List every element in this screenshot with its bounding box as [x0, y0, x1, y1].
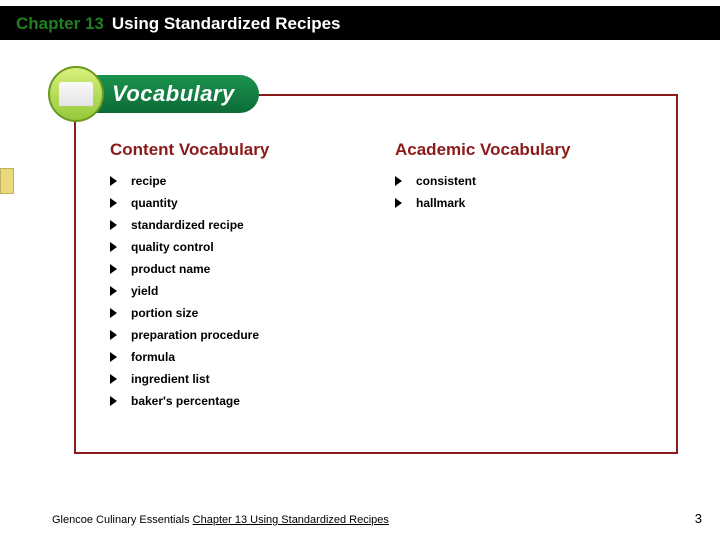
- list-item: recipe: [110, 170, 395, 192]
- term: portion size: [131, 307, 198, 319]
- term: ingredient list: [131, 373, 210, 385]
- term: baker's percentage: [131, 395, 240, 407]
- list-item: quantity: [110, 192, 395, 214]
- slide-header: Chapter 13 Using Standardized Recipes: [0, 0, 720, 42]
- footer-chapter-link[interactable]: Chapter 13 Using Standardized Recipes: [193, 514, 389, 526]
- list-item: ingredient list: [110, 368, 395, 390]
- bullet-icon: [395, 176, 402, 186]
- bullet-icon: [110, 308, 117, 318]
- bullet-icon: [110, 176, 117, 186]
- bullet-icon: [395, 198, 402, 208]
- list-item: baker's percentage: [110, 390, 395, 412]
- vocabulary-label: Vocabulary: [92, 75, 259, 113]
- vocabulary-columns: Content Vocabulary recipe quantity stand…: [110, 140, 670, 412]
- term: product name: [131, 263, 210, 275]
- term: formula: [131, 351, 175, 363]
- list-item: product name: [110, 258, 395, 280]
- list-item: hallmark: [395, 192, 670, 214]
- bullet-icon: [110, 352, 117, 362]
- footer-source: Glencoe Culinary Essentials: [52, 514, 190, 526]
- list-item: preparation procedure: [110, 324, 395, 346]
- bullet-icon: [110, 198, 117, 208]
- list-item: formula: [110, 346, 395, 368]
- bullet-icon: [110, 330, 117, 340]
- list-item: quality control: [110, 236, 395, 258]
- list-item: consistent: [395, 170, 670, 192]
- slide-footer: Glencoe Culinary Essentials Chapter 13 U…: [52, 511, 702, 526]
- academic-vocab-heading: Academic Vocabulary: [395, 140, 670, 160]
- term: preparation procedure: [131, 329, 259, 341]
- term: recipe: [131, 175, 166, 187]
- term: quantity: [131, 197, 178, 209]
- term: consistent: [416, 175, 476, 187]
- term: hallmark: [416, 197, 465, 209]
- bullet-icon: [110, 264, 117, 274]
- bullet-icon: [110, 374, 117, 384]
- content-vocab-heading: Content Vocabulary: [110, 140, 395, 160]
- footer-text: Glencoe Culinary Essentials Chapter 13 U…: [52, 514, 389, 526]
- chapter-label: Chapter 13: [16, 14, 104, 34]
- vocabulary-badge: Vocabulary: [48, 66, 259, 122]
- term: quality control: [131, 241, 214, 253]
- term: standardized recipe: [131, 219, 244, 231]
- bullet-icon: [110, 220, 117, 230]
- list-item: portion size: [110, 302, 395, 324]
- term: yield: [131, 285, 158, 297]
- book-icon-circle: [48, 66, 104, 122]
- bullet-icon: [110, 396, 117, 406]
- list-item: yield: [110, 280, 395, 302]
- content-vocab-list: recipe quantity standardized recipe qual…: [110, 170, 395, 412]
- content-vocabulary-column: Content Vocabulary recipe quantity stand…: [110, 140, 395, 412]
- academic-vocabulary-column: Academic Vocabulary consistent hallmark: [395, 140, 670, 412]
- bullet-icon: [110, 286, 117, 296]
- page-number: 3: [695, 511, 702, 526]
- side-tab: [0, 168, 14, 194]
- list-item: standardized recipe: [110, 214, 395, 236]
- chapter-title: Using Standardized Recipes: [112, 14, 341, 34]
- academic-vocab-list: consistent hallmark: [395, 170, 670, 214]
- book-icon: [59, 82, 93, 106]
- bullet-icon: [110, 242, 117, 252]
